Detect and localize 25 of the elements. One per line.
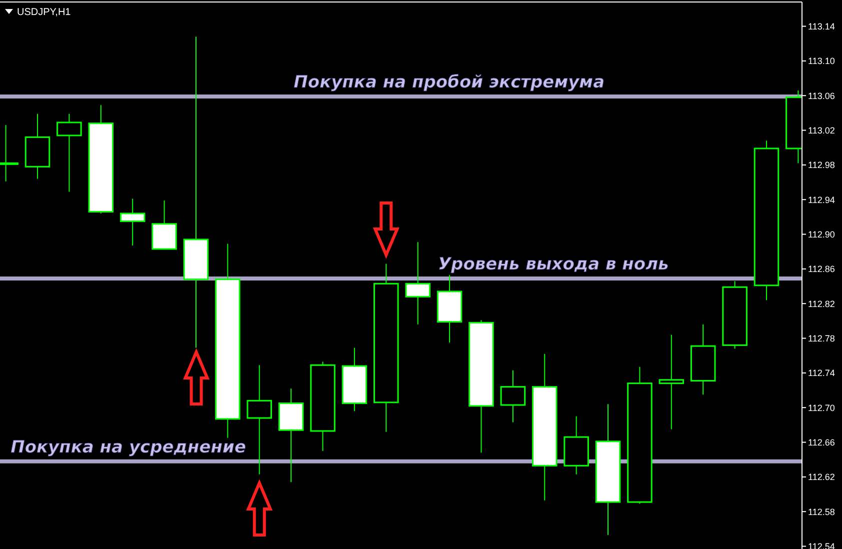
- ref-line-label: Покупка на пробой экстремума: [294, 72, 605, 92]
- y-tick-label: 112.70: [808, 402, 835, 413]
- ref-line-label: Покупка на усреднение: [10, 437, 246, 458]
- candlestick: [500, 370, 526, 423]
- y-tick-label: 112.58: [808, 506, 835, 517]
- candlestick: [405, 242, 430, 325]
- y-tick-label: 112.98: [808, 160, 835, 170]
- y-tick-label: 113.10: [808, 56, 835, 66]
- y-tick-label: 112.94: [808, 194, 835, 205]
- y-tick-label: 112.86: [808, 264, 835, 274]
- candlestick: [120, 198, 146, 246]
- candlestick: [56, 113, 82, 192]
- ref-line-label: Уровень выхода в ноль: [438, 254, 669, 274]
- candlestick: [246, 364, 272, 475]
- y-tick-label: 113.14: [808, 21, 835, 32]
- y-tick-label: 112.66: [808, 437, 835, 448]
- y-tick-label: 112.90: [808, 229, 835, 240]
- candlestick: [658, 334, 684, 430]
- y-tick-label: 112.78: [808, 333, 835, 344]
- y-tick-label: 112.74: [808, 368, 835, 378]
- y-tick-label: 112.62: [808, 472, 835, 482]
- y-tick-label: 113.06: [808, 90, 835, 101]
- y-tick-label: 113.02: [808, 125, 835, 136]
- text: USDJPY,H1: [17, 7, 72, 18]
- y-tick-label: 112.82: [808, 298, 835, 309]
